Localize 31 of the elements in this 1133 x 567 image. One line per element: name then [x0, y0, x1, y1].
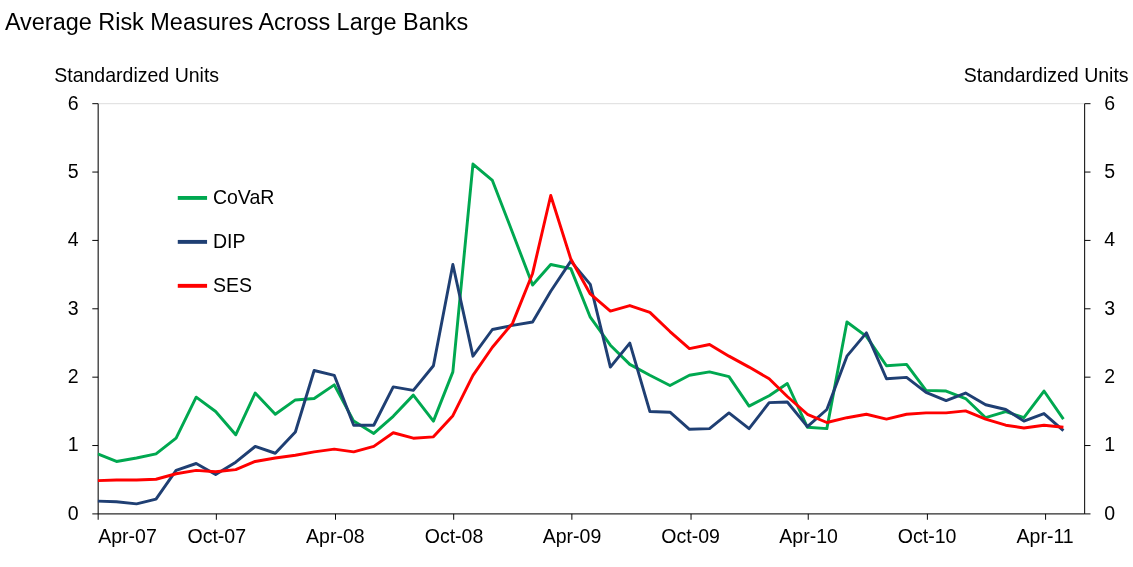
legend-label: SES [212, 273, 252, 296]
x-tick-label: Apr-09 [542, 525, 602, 548]
y2-axis-title: Standardized Units [963, 64, 1129, 87]
line-series [97, 162, 1065, 463]
y2-tick-label: 5 [1104, 159, 1116, 182]
y2-tick-label: 4 [1104, 228, 1116, 251]
y-tick-label: 0 [67, 501, 79, 524]
y-tick-label: 5 [67, 159, 79, 182]
y-tick-label: 6 [67, 91, 79, 114]
x-tick-label: Oct-09 [661, 525, 720, 548]
legend-label: DIP [212, 229, 246, 252]
x-tick-label: Apr-11 [1016, 525, 1074, 548]
y-tick-label: 2 [67, 365, 79, 388]
y-tick-label: 4 [67, 228, 79, 251]
y2-tick-label: 1 [1104, 433, 1116, 456]
y2-tick-label: 0 [1104, 501, 1116, 524]
x-tick-label: Apr-08 [306, 525, 365, 548]
x-tick-label: Oct-10 [897, 525, 957, 548]
x-tick-label: Oct-07 [187, 525, 247, 548]
y-tick-label: 1 [67, 433, 79, 456]
x-tick-label: Apr-10 [779, 525, 838, 548]
y-axis-title: Standardized Units [54, 64, 220, 87]
y2-tick-label: 6 [1104, 91, 1116, 114]
x-tick-label: Oct-08 [424, 525, 484, 548]
line-series [97, 259, 1065, 506]
y2-tick-label: 3 [1104, 296, 1116, 319]
chart-title: Average Risk Measures Across Large Banks [4, 8, 469, 35]
y2-tick-label: 2 [1104, 365, 1116, 388]
y-tick-label: 3 [67, 296, 79, 319]
legend-label: CoVaR [212, 185, 275, 208]
x-tick-label: Apr-07 [98, 525, 157, 548]
